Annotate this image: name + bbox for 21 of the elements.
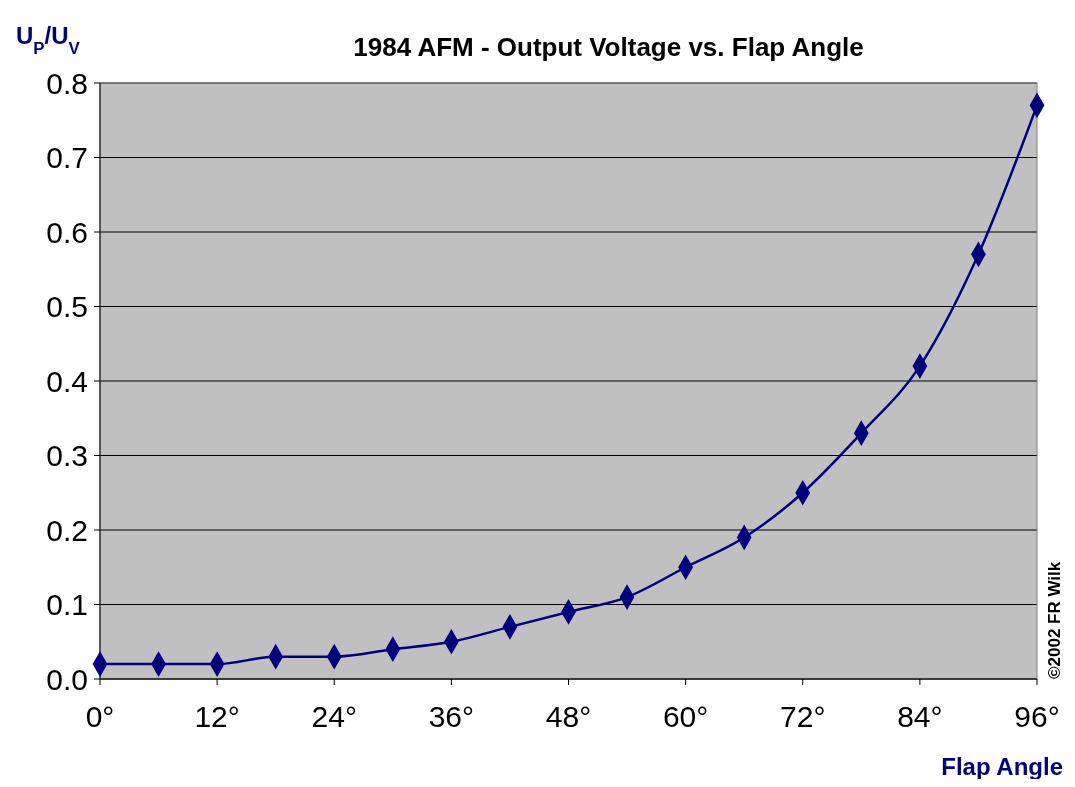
y-tick-label: 0.8 [46,66,88,100]
y-tick-label: 0.5 [46,290,88,323]
x-tick-label: 96° [1014,700,1060,733]
x-tick-label: 84° [897,700,943,733]
y-tick-label: 0.2 [46,513,88,547]
y-tick-label: 0.0 [46,662,88,696]
x-tick-label: 24° [311,700,357,733]
y-tick-label: 0.7 [46,141,88,174]
x-tick-label: 0° [85,700,115,733]
x-tick-label: 36° [428,700,475,733]
y-axis-title: U$_{P}$/U$_{V}$ [16,22,81,58]
x-tick-label: 12° [194,700,240,733]
y-tick-label: 0.4 [46,364,88,398]
text: ©2002 FR Wilk [1045,561,1064,679]
y-tick-label: 0.3 [46,439,88,472]
x-tick-label: 60° [662,700,709,733]
chart-title: 1984 AFM - Output Voltage vs. Flap Angle [353,32,864,62]
y-tick-label: 0.6 [46,215,88,249]
y-tick-label: 0.1 [46,588,88,621]
x-tick-label: 48° [545,700,592,733]
x-tick-label: 72° [780,700,826,733]
